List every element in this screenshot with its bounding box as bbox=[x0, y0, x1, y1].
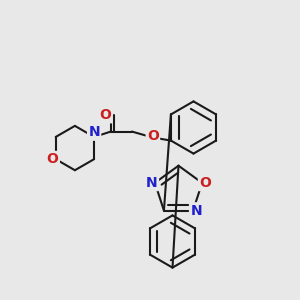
Text: O: O bbox=[47, 152, 58, 166]
Text: O: O bbox=[199, 176, 211, 190]
Text: N: N bbox=[146, 176, 158, 190]
Text: N: N bbox=[190, 204, 202, 218]
Text: N: N bbox=[88, 125, 100, 140]
Text: O: O bbox=[100, 108, 111, 122]
Text: O: O bbox=[147, 129, 159, 143]
